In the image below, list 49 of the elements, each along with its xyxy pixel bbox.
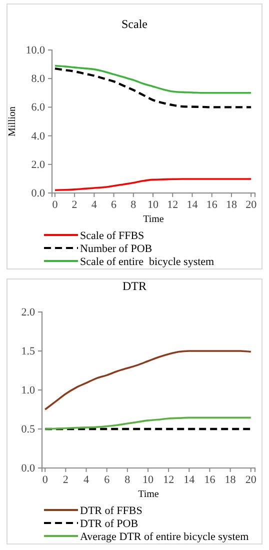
x-tick-label: 18	[226, 198, 238, 211]
x-tick-label: 6	[104, 474, 110, 486]
x-tick-label: 16	[206, 198, 218, 211]
legend-label: Average DTR of entire bicycle system	[80, 531, 250, 543]
x-tick-label: 0	[52, 198, 58, 211]
y-tick-label: 10.0	[26, 44, 46, 57]
legend-label: Number of POB	[80, 243, 152, 255]
x-axis-title: Time	[138, 489, 160, 500]
x-tick-label: 14	[186, 198, 198, 211]
y-axis-title: Million	[7, 106, 18, 137]
y-tick-label: 8.0	[31, 73, 46, 86]
legend-label: Scale of FFBS	[80, 230, 144, 242]
legend-label: DTR of FFBS	[80, 505, 142, 517]
line-series	[44, 416, 252, 430]
x-tick-label: 14	[184, 474, 196, 486]
x-tick-label: 0	[42, 474, 48, 486]
chart-title: Scale	[122, 17, 148, 31]
x-tick-label: 12	[167, 198, 178, 211]
x-tick-label: 8	[124, 474, 131, 486]
x-tick-label: 10	[148, 198, 160, 211]
line-series	[54, 178, 252, 192]
y-tick-label: 6.0	[31, 102, 46, 114]
y-tick-label: 2.0	[31, 158, 46, 171]
line-series	[54, 67, 252, 108]
y-tick-label: 1.5	[21, 346, 36, 358]
line-series	[54, 64, 252, 94]
x-tick-label: 4	[83, 474, 90, 486]
x-tick-label: 6	[111, 198, 118, 211]
x-tick-label: 20	[245, 474, 257, 486]
x-tick-label: 12	[163, 474, 174, 486]
y-tick-label: 4.0	[31, 130, 46, 142]
x-tick-label: 8	[130, 198, 137, 211]
legend-label: DTR of POB	[80, 518, 138, 530]
x-tick-label: 2	[72, 198, 78, 211]
legend-label: Scale of entire bicycle system	[80, 256, 215, 268]
x-tick-label: 4	[91, 198, 98, 211]
x-tick-label: 2	[62, 474, 68, 486]
y-tick-label: 0.5	[21, 424, 36, 436]
y-tick-label: 1.0	[21, 384, 36, 397]
line-series	[44, 350, 252, 410]
x-tick-label: 18	[224, 474, 236, 486]
chart-title: DTR	[122, 279, 146, 293]
y-tick-label: 0.0	[21, 462, 36, 475]
x-tick-label: 16	[204, 474, 216, 486]
x-tick-label: 10	[142, 474, 154, 486]
y-tick-label: 0.0	[31, 188, 46, 200]
x-axis-title: Time	[143, 214, 164, 225]
x-tick-label: 20	[246, 198, 258, 211]
y-tick-label: 2.0	[21, 306, 36, 319]
